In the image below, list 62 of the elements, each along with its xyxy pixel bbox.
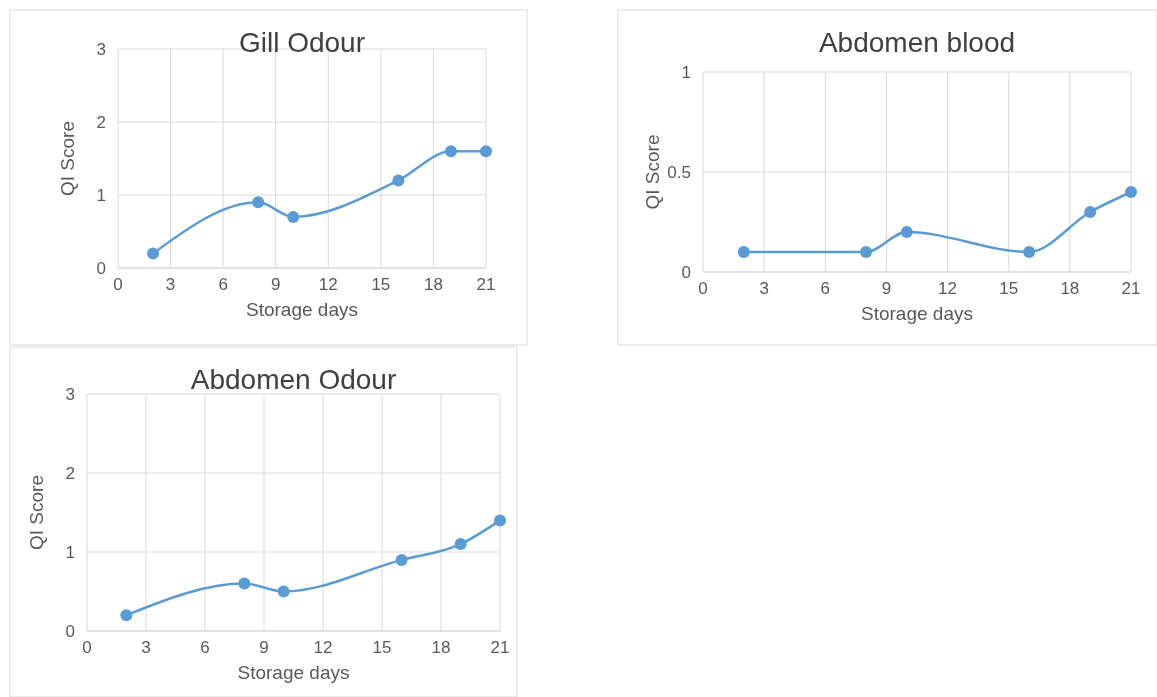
x-tick-label: 0: [82, 638, 92, 657]
x-tick-label: 15: [371, 275, 391, 294]
x-tick-label: 12: [938, 279, 958, 298]
point: [238, 577, 251, 590]
point: [860, 246, 873, 258]
x-tick-label: 0: [113, 275, 123, 294]
y-tick-label: 0: [96, 259, 106, 278]
x-axis-title: Storage days: [861, 303, 973, 324]
y-tick-label: 1: [681, 63, 691, 82]
y-tick-label: 0: [681, 263, 691, 282]
point: [252, 196, 265, 209]
x-tick-label: 21: [476, 275, 496, 294]
x-tick-label: 15: [999, 279, 1019, 298]
y-axis-title: QI Score: [57, 121, 78, 196]
point: [454, 538, 467, 551]
x-axis-title: Storage days: [246, 299, 358, 320]
point: [287, 210, 300, 223]
x-tick-label: 9: [270, 275, 281, 294]
y-tick-label: 3: [96, 40, 106, 59]
x-tick-label: 6: [820, 279, 831, 298]
x-tick-label: 21: [1121, 279, 1141, 298]
point: [120, 609, 133, 622]
point: [1125, 186, 1137, 198]
y-tick-label: 1: [65, 543, 75, 562]
x-tick-label: 9: [259, 638, 269, 657]
point: [900, 226, 913, 238]
x-tick-label: 3: [165, 275, 176, 294]
x-tick-label: 12: [318, 275, 338, 294]
point: [392, 174, 405, 187]
y-axis-title: QI Score: [642, 134, 663, 210]
point: [1084, 206, 1097, 218]
x-tick-label: 3: [759, 279, 769, 298]
x-tick-label: 12: [313, 638, 333, 657]
x-tick-label: 3: [141, 638, 151, 657]
x-tick-label: 18: [1060, 279, 1080, 298]
x-axis-title: Storage days: [237, 662, 350, 683]
x-tick-label: 18: [431, 638, 451, 657]
x-tick-label: 0: [698, 279, 708, 298]
y-tick-label: 0.5: [667, 163, 691, 182]
point: [147, 247, 160, 260]
chart-title: Abdomen Odour: [190, 364, 397, 395]
point: [277, 585, 290, 598]
point: [737, 246, 750, 258]
chart-title: Abdomen blood: [818, 27, 1016, 58]
x-tick-label: 6: [218, 275, 228, 294]
y-tick-label: 0: [65, 622, 75, 641]
point: [480, 145, 492, 158]
point: [494, 514, 506, 527]
x-tick-label: 9: [881, 279, 892, 298]
point: [395, 553, 408, 566]
point: [444, 145, 457, 158]
x-tick-label: 6: [200, 638, 210, 657]
y-tick-label: 3: [65, 385, 75, 404]
chart-title: Gill Odour: [238, 27, 366, 58]
y-tick-label: 2: [96, 113, 106, 132]
y-axis-title: QI Score: [26, 475, 47, 550]
y-tick-label: 2: [65, 464, 75, 483]
x-tick-label: 21: [490, 638, 510, 657]
x-tick-label: 18: [423, 275, 443, 294]
point: [1023, 246, 1036, 258]
x-tick-label: 15: [372, 638, 392, 657]
y-tick-label: 1: [96, 186, 106, 205]
